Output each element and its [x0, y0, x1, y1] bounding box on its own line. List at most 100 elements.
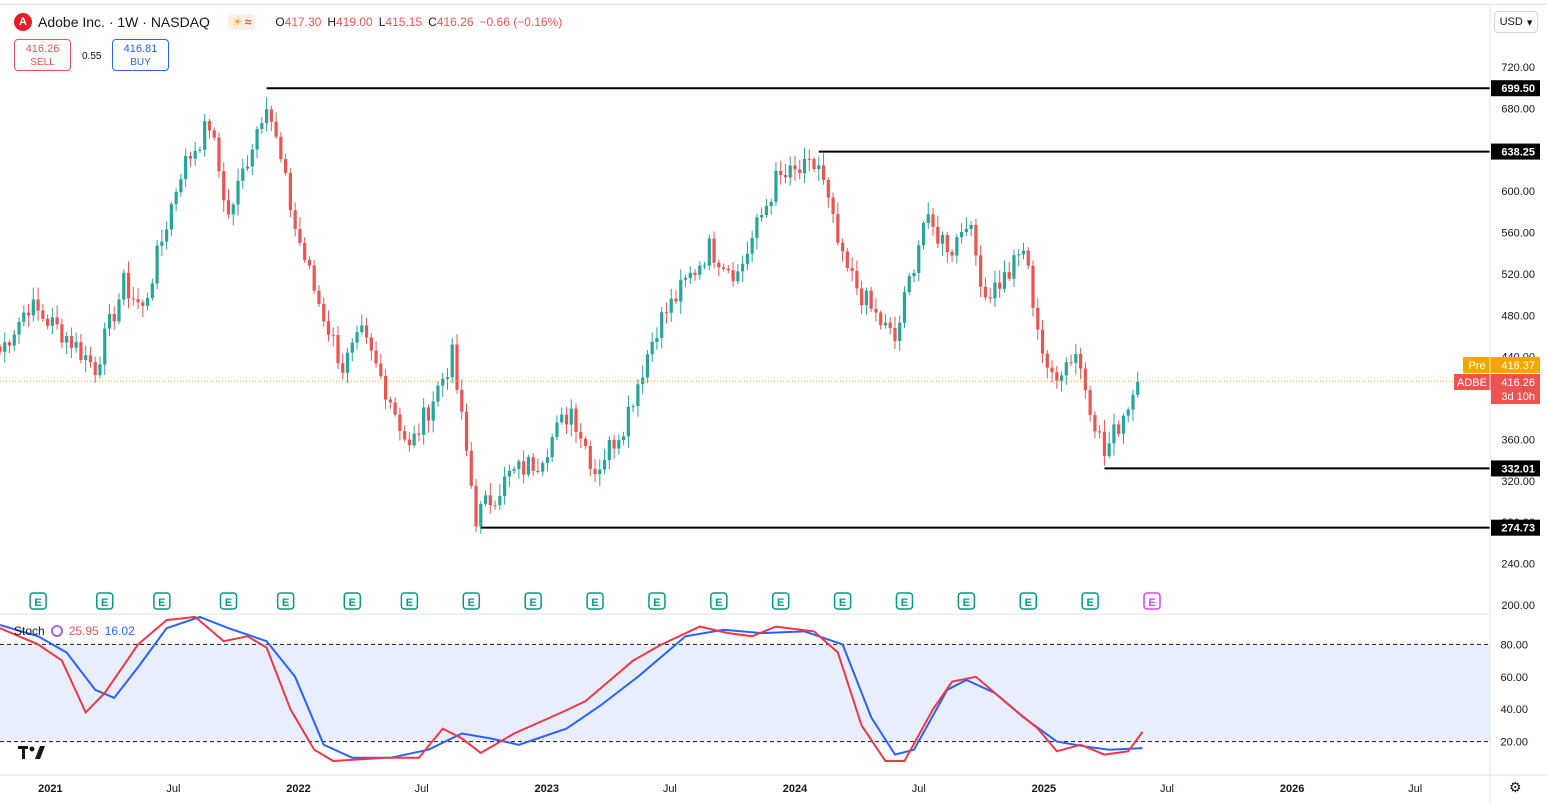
- candle-body: [583, 438, 588, 446]
- earnings-marker-icon[interactable]: E: [833, 592, 852, 610]
- sell-button[interactable]: 416.26 SELL: [14, 39, 71, 71]
- earnings-marker-letter: E: [101, 597, 108, 609]
- candle-body: [1107, 443, 1111, 457]
- earnings-marker-icon[interactable]: E: [957, 592, 976, 610]
- candle-body: [1031, 265, 1035, 308]
- earnings-marker-icon[interactable]: E: [343, 592, 362, 610]
- earnings-marker-letter: E: [777, 597, 784, 609]
- candle-body: [783, 175, 788, 178]
- candle-body: [193, 150, 197, 159]
- stoch-legend[interactable]: Stoch 25.95 16.02: [14, 624, 135, 638]
- candle-body: [1007, 272, 1011, 279]
- candle-body: [264, 109, 269, 124]
- candle-body: [769, 201, 773, 207]
- candle-body: [531, 457, 535, 471]
- candle-body: [288, 172, 292, 211]
- candle-body: [22, 312, 26, 322]
- candle-body: [122, 272, 126, 300]
- candle-body: [721, 267, 726, 269]
- visibility-eye-icon[interactable]: [50, 625, 63, 637]
- candle-body: [664, 312, 669, 314]
- earnings-marker-icon[interactable]: E: [276, 592, 295, 610]
- candle-body: [698, 265, 702, 275]
- candle-body: [345, 352, 350, 373]
- earnings-marker-letter: E: [34, 597, 41, 609]
- candle-body: [160, 241, 164, 246]
- price-tick-label: 240.00: [1501, 559, 1535, 571]
- tradingview-logo-icon[interactable]: [18, 744, 48, 765]
- candle-body: [431, 401, 435, 421]
- level-tag-label: 699.50: [1501, 83, 1535, 95]
- candle-body: [155, 245, 159, 284]
- buy-label: BUY: [130, 57, 151, 68]
- earnings-marker-icon[interactable]: E: [1143, 592, 1161, 610]
- chevron-down-icon: ▾: [1526, 16, 1533, 29]
- candle-body: [279, 136, 283, 160]
- earnings-marker-icon[interactable]: E: [1081, 592, 1099, 610]
- candle-body: [1069, 362, 1073, 364]
- buy-button[interactable]: 416.81 BUY: [112, 39, 169, 71]
- candle-body: [536, 470, 540, 472]
- settings-gear-icon[interactable]: ⚙: [1509, 779, 1522, 795]
- candle-body: [98, 364, 102, 376]
- earnings-marker-icon[interactable]: E: [895, 592, 914, 610]
- candle-body: [307, 259, 312, 266]
- earnings-marker-icon[interactable]: E: [771, 592, 790, 610]
- currency-dropdown[interactable]: USD ▾: [1494, 11, 1538, 33]
- earnings-marker-icon[interactable]: E: [400, 592, 419, 610]
- candle-body: [369, 337, 373, 351]
- earnings-marker-icon[interactable]: E: [29, 592, 47, 610]
- earnings-marker-icon[interactable]: E: [648, 592, 666, 610]
- candle-body: [1131, 394, 1135, 410]
- candle-body: [545, 457, 550, 464]
- price-axis[interactable]: 720.00680.00640.00600.00560.00520.00480.…: [1491, 62, 1540, 612]
- earnings-marker-icon[interactable]: E: [462, 592, 481, 610]
- earnings-marker-letter: E: [1148, 597, 1155, 609]
- candle-body: [417, 433, 421, 435]
- candle-body: [179, 179, 183, 193]
- earnings-marker-icon[interactable]: E: [1019, 592, 1037, 610]
- candle-body: [1059, 375, 1064, 381]
- candle-body: [855, 270, 859, 289]
- candle-body: [188, 155, 193, 159]
- earnings-marker-icon[interactable]: E: [586, 592, 604, 610]
- stochastic-lines: [0, 615, 1144, 763]
- earnings-marker-box: [957, 592, 976, 610]
- earnings-marker-icon[interactable]: E: [153, 592, 171, 610]
- symbol-title[interactable]: Adobe Inc. · 1W · NASDAQ: [38, 14, 210, 30]
- price-tick-label: 720.00: [1501, 62, 1535, 74]
- candle-body: [79, 342, 83, 361]
- earnings-marker-icon[interactable]: E: [710, 592, 728, 610]
- time-axis[interactable]: 2021 Jul 2022 Jul 2023 Jul 2024 Jul 2025 Jul 2026 J…: [38, 783, 1422, 795]
- candle-body: [893, 327, 897, 342]
- candle-body: [464, 411, 469, 451]
- candle-body: [1102, 431, 1107, 457]
- candle-body: [0, 346, 2, 352]
- earnings-marker-icon[interactable]: E: [219, 592, 238, 610]
- earnings-marker-box: [153, 592, 171, 610]
- earnings-marker-icon[interactable]: E: [95, 592, 114, 610]
- adobe-logo-icon: A: [14, 13, 32, 31]
- candle-body: [807, 158, 811, 160]
- candle-body: [303, 242, 307, 260]
- candle-body: [198, 149, 202, 151]
- candle-body: [550, 437, 554, 458]
- buy-price: 416.81: [123, 43, 158, 55]
- candle-body: [498, 496, 502, 506]
- candle-body: [379, 363, 383, 377]
- earnings-marker-box: [1081, 592, 1099, 610]
- candle-body: [950, 251, 954, 256]
- candle-body: [360, 325, 364, 333]
- candle-body: [617, 440, 621, 449]
- earnings-marker-icon[interactable]: E: [524, 592, 542, 610]
- candle-body: [336, 335, 340, 364]
- candle-body: [959, 231, 964, 238]
- level-lines[interactable]: [0, 87, 1490, 529]
- candle-body: [541, 463, 545, 472]
- candle-body: [126, 272, 131, 299]
- candle-body: [788, 165, 792, 178]
- candle-body: [1064, 362, 1068, 376]
- session-badge[interactable]: ☀ ≈: [227, 14, 256, 30]
